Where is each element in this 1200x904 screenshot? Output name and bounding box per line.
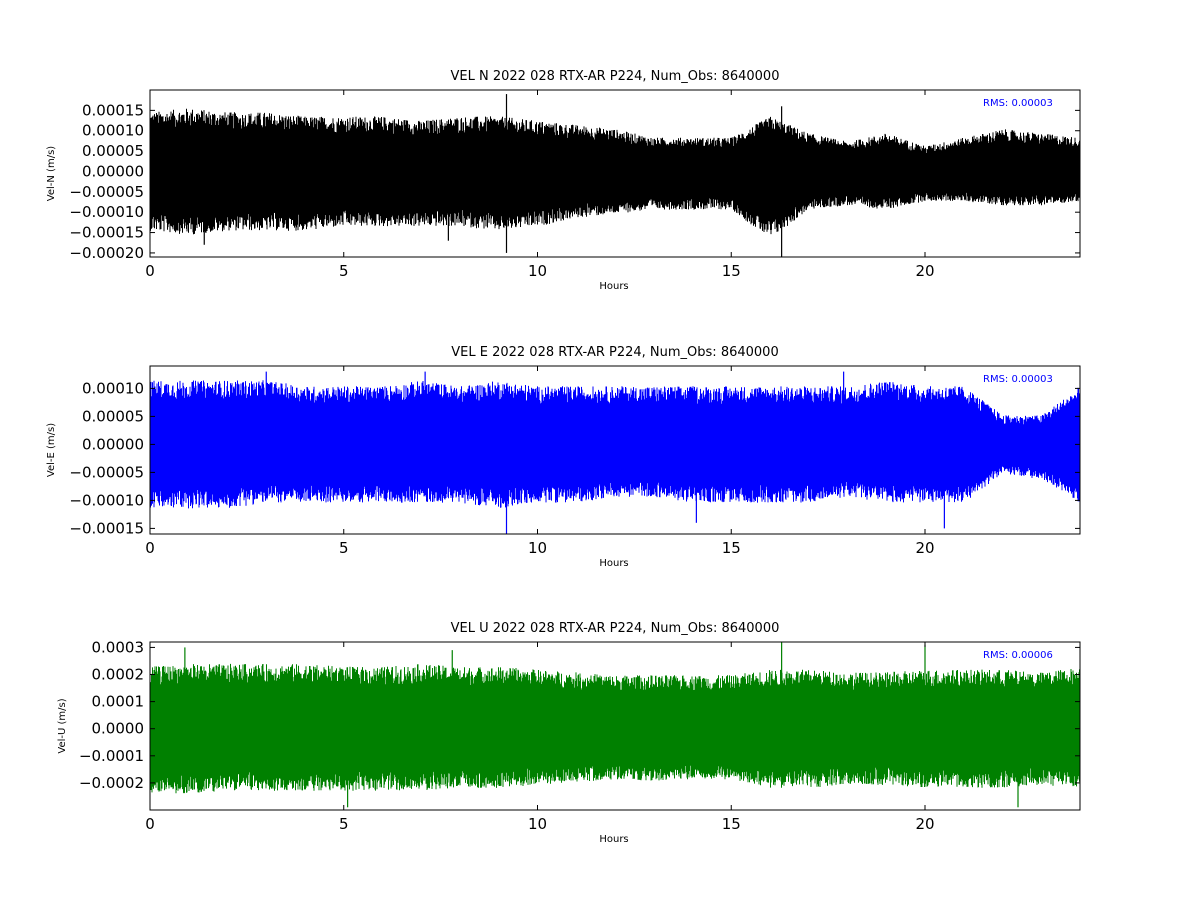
rms-annotation-east: RMS: 0.00003 bbox=[983, 374, 1053, 385]
y-tick-label: −0.00020 bbox=[69, 244, 144, 262]
x-tick-label: 10 bbox=[528, 815, 547, 833]
y-tick-label: 0.00005 bbox=[82, 142, 144, 160]
x-tick-label: 15 bbox=[722, 539, 741, 557]
axes-frame-north bbox=[149, 89, 1081, 258]
x-tick-label: 20 bbox=[915, 539, 934, 557]
series-up-band bbox=[150, 663, 1080, 794]
x-tick-label: 5 bbox=[339, 815, 349, 833]
chart-title-up: VEL U 2022 028 RTX-AR P224, Num_Obs: 864… bbox=[451, 621, 780, 636]
panel-up: 0 5 10 15 20 0.0003 0.0002 0.0001 0.0000 −0.0001 −… bbox=[57, 621, 1081, 845]
y-tick-label: −0.00010 bbox=[69, 491, 144, 509]
y-tick-label: 0.00000 bbox=[82, 162, 144, 180]
y-tick-label: −0.0001 bbox=[79, 747, 144, 765]
rms-annotation-north: RMS: 0.00003 bbox=[983, 98, 1053, 109]
y-tick-label: 0.00010 bbox=[82, 379, 144, 397]
panel-east: 0 5 10 15 20 0.00010 0.00005 0.00000 −0.00005 −0.… bbox=[46, 345, 1081, 569]
y-tick-label: −0.00010 bbox=[69, 203, 144, 221]
y-tick-label: 0.0003 bbox=[92, 638, 145, 656]
series-north-band bbox=[150, 108, 1080, 235]
y-tick-label: −0.00015 bbox=[69, 224, 144, 242]
x-axis-label-up: Hours bbox=[599, 834, 628, 845]
y-tick-label: 0.0000 bbox=[92, 720, 145, 738]
x-tick-label: 20 bbox=[915, 262, 934, 280]
axes-frame-east bbox=[149, 365, 1081, 535]
series-east-band bbox=[150, 380, 1080, 509]
y-tick-label: −0.00005 bbox=[69, 463, 144, 481]
y-tick-label: 0.00000 bbox=[82, 435, 144, 453]
x-tick-label: 15 bbox=[722, 815, 741, 833]
y-tick-label: 0.00005 bbox=[82, 407, 144, 425]
y-tick-label: −0.00005 bbox=[69, 183, 144, 201]
x-tick-label: 20 bbox=[915, 815, 934, 833]
y-tick-label: −0.0002 bbox=[79, 774, 144, 792]
y-tick-label: 0.0001 bbox=[92, 693, 145, 711]
x-tick-label: 15 bbox=[722, 262, 741, 280]
x-tick-label: 10 bbox=[528, 539, 547, 557]
y-axis-label-up: Vel-U (m/s) bbox=[57, 698, 68, 753]
y-tick-label: 0.00010 bbox=[82, 122, 144, 140]
y-tick-label: 0.00015 bbox=[82, 101, 144, 119]
panel-north: 0 5 10 15 20 0.00015 0.00010 0.00005 0.00000 −0.0… bbox=[46, 69, 1081, 292]
y-tick-label: 0.0002 bbox=[92, 666, 145, 684]
x-tick-label: 5 bbox=[339, 262, 349, 280]
rms-annotation-up: RMS: 0.00006 bbox=[983, 650, 1053, 661]
x-tick-label: 0 bbox=[145, 815, 155, 833]
axes-frame-up bbox=[149, 641, 1081, 811]
x-tick-label: 0 bbox=[145, 539, 155, 557]
y-tick-label: −0.00015 bbox=[69, 519, 144, 537]
x-tick-label: 0 bbox=[145, 262, 155, 280]
chart-title-north: VEL N 2022 028 RTX-AR P224, Num_Obs: 864… bbox=[451, 69, 780, 84]
y-axis-label-east: Vel-E (m/s) bbox=[46, 423, 57, 477]
y-axis-label-north: Vel-N (m/s) bbox=[46, 146, 57, 201]
x-axis-label-east: Hours bbox=[599, 558, 628, 569]
x-axis-label-north: Hours bbox=[599, 281, 628, 292]
chart-title-east: VEL E 2022 028 RTX-AR P224, Num_Obs: 864… bbox=[451, 345, 778, 360]
x-tick-label: 5 bbox=[339, 539, 349, 557]
x-tick-label: 10 bbox=[528, 262, 547, 280]
